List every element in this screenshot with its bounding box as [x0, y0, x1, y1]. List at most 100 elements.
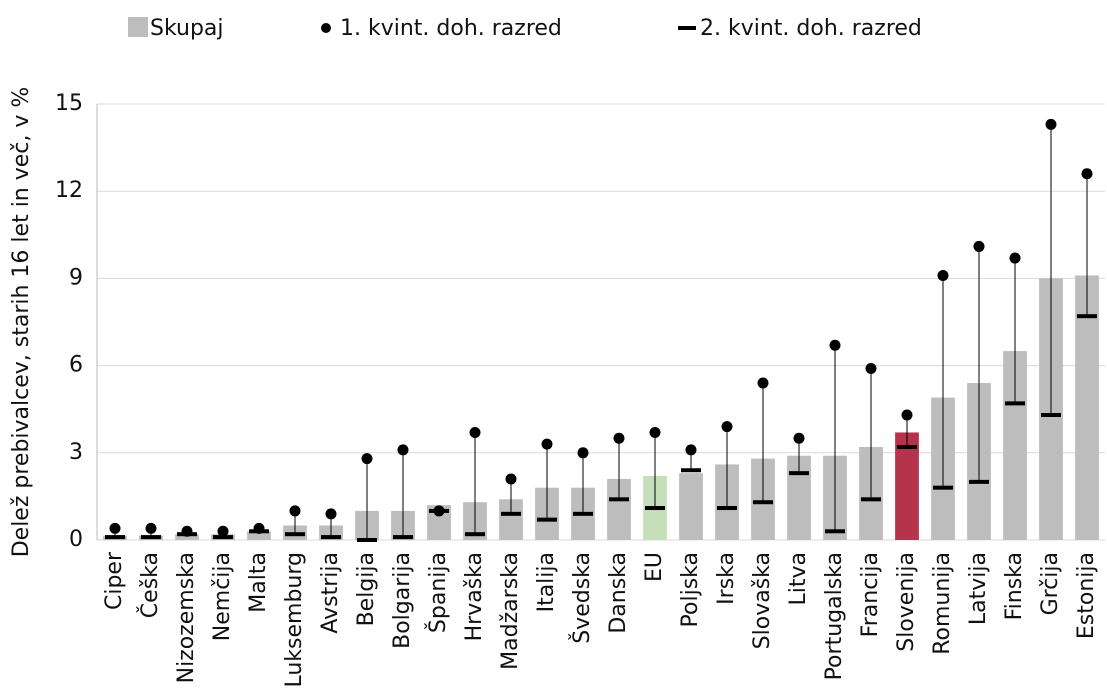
x-tick-label: Španija [425, 552, 451, 633]
dot-marker [145, 522, 157, 534]
dash-marker [321, 535, 341, 540]
legend-swatch [128, 17, 148, 37]
dash-marker [717, 506, 737, 511]
dash-marker [681, 468, 701, 473]
dash-marker [609, 497, 629, 502]
dash-marker [357, 538, 377, 542]
legend-dash [678, 26, 696, 30]
x-tick-label: Estonija [1074, 552, 1099, 639]
x-tick-label: Francija [858, 552, 883, 637]
x-tick-label: Slovaška [750, 552, 775, 649]
x-tick-label: Luksemburg [282, 552, 307, 688]
dash-marker [141, 535, 161, 540]
dot-marker [361, 453, 373, 465]
dot-marker [577, 447, 589, 459]
x-tick-label: Grčija [1038, 552, 1063, 615]
dash-marker [537, 517, 557, 522]
x-tick-label: Finska [1002, 552, 1027, 620]
x-tick-label: Bolgarija [390, 552, 415, 649]
dot-marker [829, 339, 841, 351]
dash-marker [501, 511, 521, 516]
bar [895, 432, 919, 540]
bar [607, 478, 631, 540]
legend-label: 1. kvint. doh. razred [340, 16, 562, 41]
dot-marker [109, 522, 121, 534]
dot-marker [289, 505, 301, 517]
dot-marker [469, 426, 481, 438]
dot-marker [541, 438, 553, 450]
dash-marker [177, 532, 197, 537]
y-tick-label: 6 [69, 353, 83, 378]
x-tick-label: Latvija [966, 552, 991, 625]
dash-marker [789, 471, 809, 476]
x-tick-label: Nemčija [210, 552, 235, 641]
x-tick-label: Danska [606, 552, 631, 634]
legend-label: 2. kvint. doh. razred [700, 16, 922, 41]
x-tick-label: Poljska [678, 552, 703, 627]
x-tick-label: Litva [786, 552, 811, 606]
bar [247, 531, 271, 540]
dot-marker [685, 444, 697, 456]
y-tick-label: 3 [69, 440, 83, 465]
bar [1075, 275, 1099, 540]
bar [175, 534, 199, 540]
x-tick-label: Češka [137, 552, 163, 618]
legend-dot [321, 23, 331, 33]
x-tick-label: Nizozemska [174, 552, 199, 683]
dash-marker [1005, 401, 1025, 406]
dash-marker [1041, 413, 1061, 418]
dot-marker [865, 363, 877, 375]
x-tick-label: Avstrija [318, 552, 343, 634]
x-tick-label: Italija [534, 552, 559, 612]
dash-marker [429, 508, 449, 513]
y-tick-label: 12 [55, 178, 83, 203]
dash-marker [861, 497, 881, 502]
dash-marker [645, 506, 665, 511]
dot-marker [757, 377, 769, 389]
bar [787, 455, 811, 540]
y-tick-label: 15 [55, 91, 83, 116]
dash-marker [249, 529, 269, 534]
dash-marker [969, 479, 989, 484]
dot-marker [721, 421, 733, 433]
dot-marker [901, 409, 913, 421]
dash-marker [825, 529, 845, 534]
y-tick-label: 9 [69, 265, 83, 290]
dash-marker [213, 535, 233, 540]
x-tick-label: Ciper [102, 551, 127, 610]
dot-marker [397, 444, 409, 456]
x-tick-label: Romunija [930, 552, 955, 655]
dot-marker [973, 240, 985, 252]
x-tick-label: Malta [246, 552, 271, 613]
dash-marker [573, 511, 593, 516]
bar [1003, 351, 1027, 540]
x-tick-label: Portugalska [822, 552, 847, 680]
dash-marker [465, 532, 485, 537]
dot-marker [649, 426, 661, 438]
x-tick-label: Švedska [569, 552, 595, 644]
dash-marker [285, 532, 305, 537]
y-axis-label: Delež prebivalcev, starih 16 let in več,… [9, 87, 34, 558]
bar [427, 505, 451, 540]
dot-marker [1009, 252, 1021, 264]
dash-marker [1077, 314, 1097, 319]
x-tick-label: Slovenija [894, 552, 919, 652]
dot-marker [217, 525, 229, 537]
dot-marker [793, 432, 805, 444]
dot-marker [1081, 168, 1093, 180]
x-tick-label: Madžarska [498, 552, 523, 670]
dash-marker [933, 485, 953, 490]
x-tick-label: Belgija [354, 552, 379, 626]
dash-marker [393, 535, 413, 540]
dash-marker [105, 535, 125, 540]
dot-marker [1045, 118, 1057, 130]
bar [679, 473, 703, 540]
x-tick-label: Irska [714, 552, 739, 605]
dot-marker [937, 269, 949, 281]
dot-marker [613, 432, 625, 444]
dash-marker [897, 444, 917, 449]
legend-label: Skupaj [150, 16, 224, 41]
bar [499, 499, 523, 540]
x-tick-label: Hrvaška [462, 552, 487, 641]
